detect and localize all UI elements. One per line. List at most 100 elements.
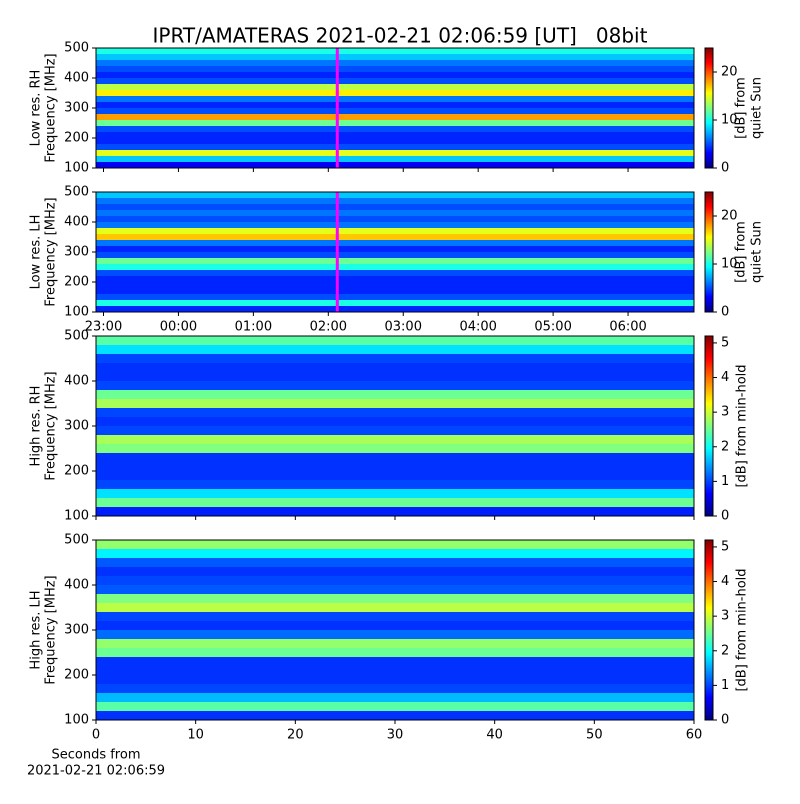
heatmap-cell	[96, 594, 694, 603]
x-tick-label: 03:00	[385, 320, 422, 335]
heatmap-cell	[96, 576, 694, 585]
heatmap-cell	[96, 684, 694, 693]
x-tick-label: 40	[486, 728, 503, 743]
colorbar-tick-label: 1	[721, 678, 729, 693]
colorbar-label: quiet Sun	[750, 221, 765, 283]
heatmap-cell	[96, 54, 694, 60]
y-tick-label: 200	[64, 668, 89, 683]
heatmap-cell	[96, 102, 694, 108]
heatmap-cell	[96, 276, 694, 282]
heatmap-cell	[96, 192, 694, 198]
colorbar-tick-label: 5	[721, 539, 729, 554]
heatmap-cell	[96, 630, 694, 639]
heatmap-cell	[96, 144, 694, 150]
y-tick-label: 200	[64, 464, 89, 479]
colorbar-tick-label: 3	[721, 609, 729, 624]
heatmap-cell	[96, 240, 694, 246]
y-axis-label: Low res. RH	[29, 70, 44, 147]
colorbar-tick-label: 0	[721, 161, 729, 176]
y-tick-label: 200	[64, 131, 89, 146]
y-tick-label: 500	[64, 185, 89, 200]
heatmap-cell	[96, 435, 694, 444]
y-axis-label: High res. RH	[29, 386, 44, 467]
heatmap-cell	[96, 282, 694, 288]
x-tick-label: 50	[586, 728, 603, 743]
y-tick-label: 500	[64, 329, 89, 344]
heatmap-cell	[96, 336, 694, 345]
colorbar-label: [dB] from min-hold	[735, 568, 750, 691]
heatmap-cell	[96, 462, 694, 471]
heatmap-cell	[96, 258, 694, 264]
x-tick-label: 01:00	[235, 320, 272, 335]
y-tick-label: 400	[64, 578, 89, 593]
heatmap-cell	[96, 138, 694, 144]
heatmap-cell	[96, 246, 694, 252]
y-tick-label: 300	[64, 623, 89, 638]
heatmap-cell	[96, 300, 694, 306]
x-tick-label: 60	[686, 728, 703, 743]
colorbar-tick-label: 1	[721, 474, 729, 489]
heatmap-cell	[96, 417, 694, 426]
heatmap-cell	[96, 540, 694, 549]
heatmap-cell	[96, 399, 694, 408]
heatmap-cell	[96, 585, 694, 594]
colorbar	[704, 47, 714, 169]
heatmap-cell	[96, 150, 694, 156]
y-axis-label: Low res. LH	[29, 215, 44, 290]
y-tick-label: 100	[64, 509, 89, 524]
heatmap-cell	[96, 372, 694, 381]
heatmap-cell	[96, 666, 694, 675]
y-axis-label: Frequency [MHz]	[44, 575, 59, 684]
heatmap-cell	[96, 693, 694, 702]
colorbar-tick-label: 10	[721, 257, 738, 272]
heatmap-cell	[96, 156, 694, 162]
heatmap-cell	[96, 507, 694, 516]
y-tick-label: 200	[64, 275, 89, 290]
heatmap-cell	[96, 567, 694, 576]
y-tick-label: 500	[64, 41, 89, 56]
heatmap-cell	[96, 90, 694, 96]
heatmap-cell	[96, 294, 694, 300]
heatmap-cell	[96, 60, 694, 66]
heatmap-cell	[96, 639, 694, 648]
heatmap-cell	[96, 132, 694, 138]
x-axis-label: Seconds from	[51, 748, 140, 763]
heatmap-cell	[96, 390, 694, 399]
x-tick-label: 20	[287, 728, 304, 743]
y-tick-label: 100	[64, 713, 89, 728]
colorbar-tick-label: 3	[721, 405, 729, 420]
heatmap-cell	[96, 612, 694, 621]
x-tick-label: 10	[187, 728, 204, 743]
colorbar-tick-label: 2	[721, 439, 729, 454]
heatmap-cell	[96, 345, 694, 354]
heatmap-cell	[96, 471, 694, 480]
colorbar-tick-label: 20	[721, 65, 738, 80]
heatmap-cell	[96, 228, 694, 234]
x-tick-label: 04:00	[459, 320, 496, 335]
colorbar-tick-label: 2	[721, 643, 729, 658]
heatmap-cell	[96, 72, 694, 78]
heatmap-cell	[96, 549, 694, 558]
colorbar-tick-label: 0	[721, 713, 729, 728]
heatmap-cell	[96, 270, 694, 276]
heatmap-cell	[96, 108, 694, 114]
x-tick-label: 30	[387, 728, 404, 743]
x-tick-label: 02:00	[310, 320, 347, 335]
heatmap-cell	[96, 648, 694, 657]
y-axis-label: Frequency [MHz]	[44, 53, 59, 162]
heatmap-cell	[96, 120, 694, 126]
heatmap-cell	[96, 480, 694, 489]
heatmap-cell	[96, 363, 694, 372]
heatmap-cell	[96, 48, 694, 54]
heatmap-cell	[96, 252, 694, 258]
heatmap-cell	[96, 675, 694, 684]
y-tick-label: 100	[64, 161, 89, 176]
x-axis-label: 2021-02-21 02:06:59	[27, 764, 165, 779]
colorbar-label: quiet Sun	[750, 77, 765, 139]
colorbar-tick-label: 0	[721, 509, 729, 524]
y-tick-label: 300	[64, 101, 89, 116]
y-tick-label: 400	[64, 215, 89, 230]
colorbar-label: [dB] from min-hold	[735, 364, 750, 487]
heatmap-cell	[96, 114, 694, 120]
